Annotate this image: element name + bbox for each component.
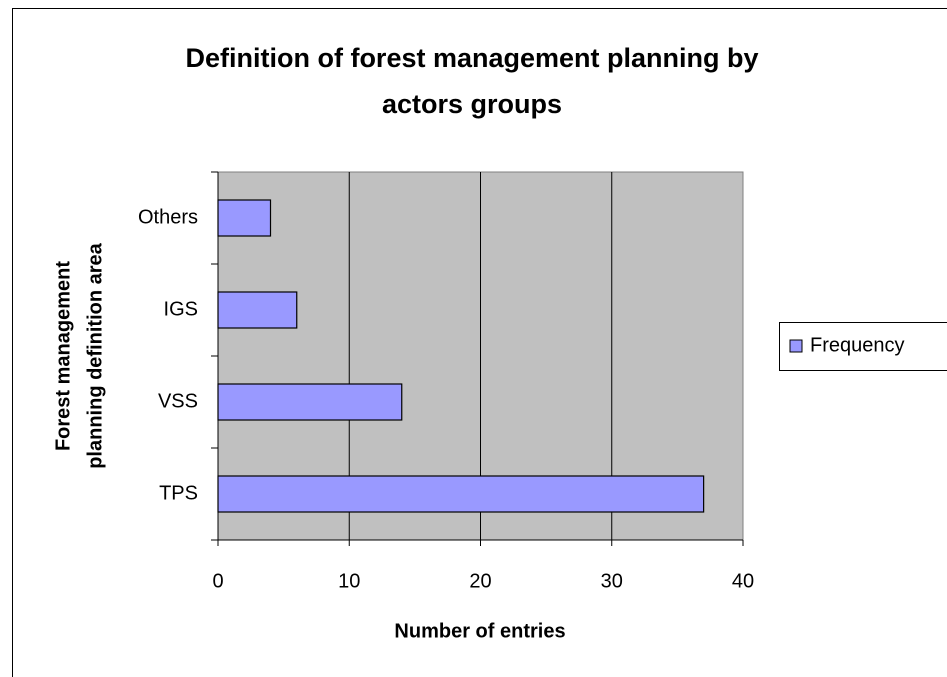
- x-tick-label: 40: [732, 570, 754, 592]
- legend-label: Frequency: [810, 334, 905, 356]
- x-tick-label: 30: [601, 570, 623, 592]
- y-tick-label: TPS: [159, 482, 198, 504]
- legend-swatch: [789, 339, 803, 353]
- x-tick-label: 10: [338, 570, 360, 592]
- x-tick-label: 20: [469, 570, 491, 592]
- bar: [217, 199, 272, 237]
- chart-title: actors groups: [382, 89, 562, 119]
- y-tick-label: Others: [138, 206, 198, 228]
- y-tick-label: IGS: [164, 298, 198, 320]
- bar: [217, 383, 403, 421]
- legend-box: [779, 322, 947, 371]
- y-axis-label: Forest management: [52, 261, 74, 451]
- x-tick-label: 0: [212, 570, 223, 592]
- chart-title: Definition of forest management planning…: [185, 43, 758, 73]
- x-axis-label: Number of entries: [394, 620, 565, 642]
- y-axis-label: planning definition area: [84, 242, 106, 468]
- y-tick-label: VSS: [158, 390, 198, 412]
- bar: [217, 291, 298, 329]
- bar: [217, 475, 705, 513]
